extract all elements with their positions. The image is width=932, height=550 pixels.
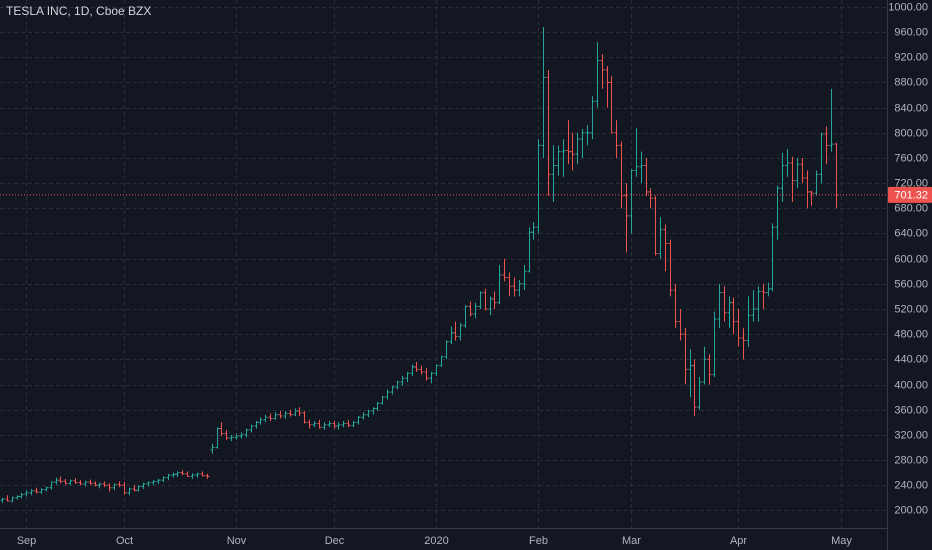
y-tick-label: 960.00 (894, 26, 928, 38)
y-tick-label: 600.00 (894, 253, 928, 265)
y-tick-label: 560.00 (894, 278, 928, 290)
chart-title: TESLA INC, 1D, Cboe BZX (6, 4, 151, 18)
y-tick-label: 1000.00 (888, 1, 928, 13)
y-tick-label: 640.00 (894, 227, 928, 239)
y-tick-label: 720.00 (894, 177, 928, 189)
y-tick-label: 280.00 (894, 454, 928, 466)
y-tick-label: 760.00 (894, 152, 928, 164)
x-tick-label: Dec (325, 535, 345, 547)
x-tick-label: 2020 (424, 535, 448, 547)
x-tick-label: Sep (17, 535, 37, 547)
y-tick-label: 840.00 (894, 102, 928, 114)
last-price-label: 701.32 (894, 189, 928, 201)
x-tick-label: Apr (730, 535, 747, 547)
y-tick-label: 360.00 (894, 404, 928, 416)
y-tick-label: 520.00 (894, 303, 928, 315)
x-tick-label: Nov (227, 535, 247, 547)
y-tick-label: 880.00 (894, 76, 928, 88)
y-tick-label: 400.00 (894, 379, 928, 391)
y-tick-label: 320.00 (894, 429, 928, 441)
x-tick-label: Oct (116, 535, 133, 547)
y-tick-label: 680.00 (894, 202, 928, 214)
grid (0, 0, 887, 528)
last-price-box (888, 186, 932, 203)
x-tick-label: Mar (622, 535, 641, 547)
y-tick-label: 200.00 (894, 504, 928, 516)
y-tick-label: 240.00 (894, 479, 928, 491)
bars (0, 27, 839, 503)
x-tick-label: Feb (529, 535, 548, 547)
y-tick-label: 800.00 (894, 127, 928, 139)
y-tick-label: 480.00 (894, 328, 928, 340)
y-tick-label: 440.00 (894, 353, 928, 365)
y-tick-label: 920.00 (894, 51, 928, 63)
x-tick-label: May (831, 535, 852, 547)
